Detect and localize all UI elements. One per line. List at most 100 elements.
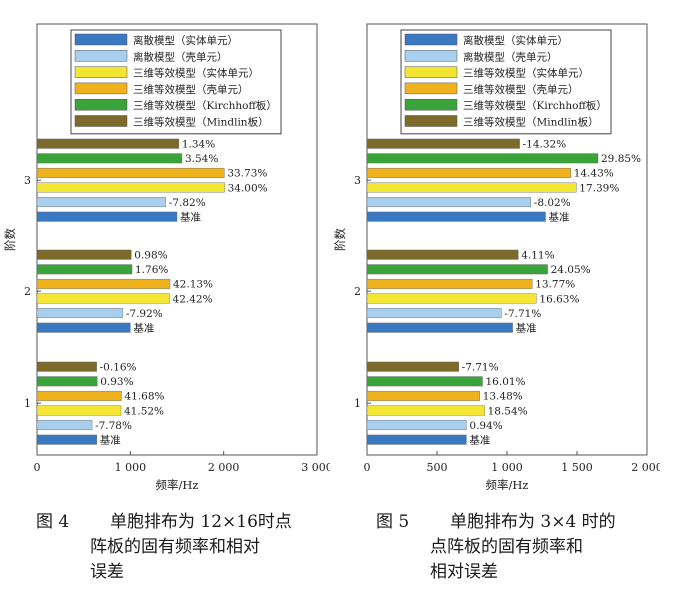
bar (36, 211, 178, 222)
bar-data-label: 0.98% (134, 249, 167, 261)
x-axis-label: 频率/Hz (486, 478, 529, 490)
bar (366, 138, 520, 149)
y-tick-label: 1 (354, 397, 361, 410)
bar-data-label: -7.82% (169, 197, 206, 209)
caption-number: 图 5 (376, 512, 410, 532)
chart-figure-5: 离散模型（实体单元） 离散模型（壳单元） 三维等效模型（实体单元） 三维等效模型（壳单… (333, 23, 660, 490)
figure-5-caption: 图 5 单胞排布为 3×4 时的 点阵板的固有频率和 相对误差 (376, 510, 666, 585)
bar-data-label: 基准 (100, 433, 121, 446)
bar-data-label: 41.52% (124, 405, 164, 417)
bar-data-label: 3.54% (185, 153, 218, 165)
bar (366, 249, 519, 260)
bar-data-label: -7.78% (95, 420, 132, 432)
legend-swatch (404, 66, 458, 78)
bar-data-label: 41.68% (124, 391, 164, 403)
legend-label: 离散模型（实体单元） (133, 34, 238, 47)
bar-data-label: 42.42% (173, 293, 213, 305)
y-tick-label: 2 (354, 285, 361, 298)
bar-data-label: 0.93% (100, 376, 133, 388)
bar-data-label: 33.73% (227, 168, 267, 180)
bar (36, 376, 98, 387)
x-tick-label: 1 500 (561, 461, 593, 474)
bar-data-label: 13.77% (535, 279, 575, 291)
legend-swatch (74, 66, 128, 78)
bar (36, 361, 97, 372)
bar (366, 293, 537, 304)
bar-data-label: 34.00% (228, 182, 268, 194)
bar (36, 264, 133, 275)
caption-line: 单胞排布为 12×16时点 (110, 512, 292, 532)
x-axis-label: 频率/Hz (156, 478, 199, 490)
bar-data-label: 24.05% (551, 264, 591, 276)
legend-label: 三维等效模型（Mindlin板） (133, 116, 269, 129)
y-tick-label: 1 (24, 397, 31, 410)
legend-swatch (404, 33, 458, 46)
bar (36, 434, 97, 445)
y-tick-label: 2 (24, 285, 31, 298)
bar-data-label: 16.63% (539, 293, 579, 305)
bar (36, 405, 122, 416)
x-tick-label: 2 000 (631, 461, 660, 474)
bar-data-label: -7.71% (462, 361, 499, 373)
bar (366, 361, 459, 372)
x-tick-label: 0 (364, 461, 371, 474)
bar (36, 322, 131, 333)
bar-data-label: 14.43% (574, 168, 614, 180)
legend-label: 离散模型（实体单元） (463, 34, 568, 47)
chart-figure-4: 离散模型（实体单元） 离散模型（壳单元） 三维等效模型（实体单元） 三维等效模型（壳单… (3, 23, 330, 490)
bar-data-label: 0.94% (469, 420, 502, 432)
bar-data-label: 基准 (516, 321, 537, 334)
bar (36, 249, 132, 260)
bar-data-label: 42.13% (173, 279, 213, 291)
legend-label: 三维等效模型（实体单元） (463, 67, 589, 80)
legend-label: 三维等效模型（壳单元） (463, 83, 579, 96)
bar (366, 197, 532, 208)
bar-data-label: 基准 (549, 210, 570, 223)
bar-data-label: -14.32% (523, 138, 567, 150)
legend-label: 离散模型（壳单元） (133, 50, 228, 63)
legend-label: 三维等效模型（实体单元） (133, 67, 259, 80)
x-tick-label: 3 000 (301, 461, 330, 474)
legend-label: 三维等效模型（Kirchhoff板） (463, 99, 607, 112)
bar (366, 420, 467, 431)
bar-data-label: 29.85% (601, 153, 641, 165)
bar (36, 390, 122, 401)
bar (366, 167, 571, 178)
bar-data-label: 16.01% (486, 376, 526, 388)
bar (36, 293, 170, 304)
bar (366, 434, 467, 445)
bar (36, 197, 167, 208)
bar-data-label: -7.71% (504, 308, 541, 320)
legend-swatch (404, 50, 458, 62)
caption-line: 误差 (90, 562, 124, 582)
bar-data-label: 1.34% (182, 138, 215, 150)
bar (366, 211, 546, 222)
x-tick-label: 0 (34, 461, 41, 474)
bar (366, 376, 483, 387)
caption-line: 点阵板的固有频率和 (430, 537, 583, 557)
y-tick-label: 3 (24, 174, 31, 187)
bar-data-label: 基准 (133, 321, 154, 334)
bar-data-label: 4.11% (521, 249, 554, 261)
bar (36, 153, 183, 164)
legend-swatch (74, 33, 128, 46)
legend-swatch (74, 82, 128, 95)
bar-data-label: -0.16% (100, 361, 137, 373)
bar-data-label: 基准 (469, 433, 490, 446)
bar (366, 278, 533, 289)
bar-data-label: -8.02% (534, 197, 571, 209)
bar (36, 138, 180, 149)
bar (36, 278, 171, 289)
bar (36, 308, 124, 319)
y-axis-label: 阶数 (333, 228, 347, 251)
legend-label: 三维等效模型（壳单元） (133, 83, 249, 96)
caption-line: 单胞排布为 3×4 时的 (450, 512, 616, 532)
caption-number: 图 4 (36, 512, 70, 532)
x-tick-label: 500 (427, 461, 448, 474)
bar (36, 182, 225, 193)
bar (366, 308, 502, 319)
bar-data-label: 17.39% (579, 182, 619, 194)
legend-label: 三维等效模型（Kirchhoff板） (133, 99, 277, 112)
bar (366, 182, 577, 193)
bar-data-label: 13.48% (483, 391, 523, 403)
